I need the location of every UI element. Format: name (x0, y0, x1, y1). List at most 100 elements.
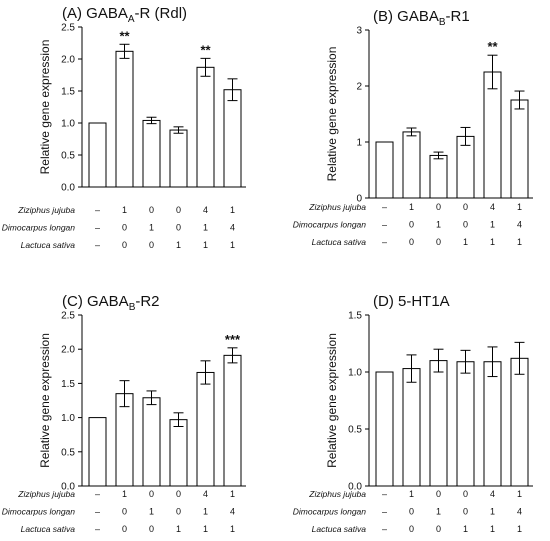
panel-title-main: (B) GABA (373, 8, 439, 25)
condition-value: 4 (490, 489, 495, 499)
condition-value: 0 (463, 220, 468, 230)
panel-title-subscript: B (129, 302, 136, 313)
condition-label: Ziziphus jujuba (308, 202, 366, 212)
condition-value: 1 (203, 524, 208, 534)
panel-title-suffix: -R2 (135, 293, 159, 310)
condition-value: 0 (122, 507, 127, 517)
condition-value: – (382, 489, 387, 499)
y-tick-label: 3 (356, 26, 362, 37)
condition-value: 0 (122, 524, 127, 534)
bar (402, 131, 421, 199)
condition-value: – (95, 205, 100, 215)
condition-value: 4 (230, 223, 235, 233)
condition-value: 0 (463, 489, 468, 499)
condition-value: 1 (203, 223, 208, 233)
condition-value: 1 (149, 507, 154, 517)
condition-value: 0 (149, 489, 154, 499)
condition-value: 1 (517, 202, 522, 212)
bar (483, 361, 502, 487)
y-tick-label: 0.0 (61, 183, 75, 194)
condition-value: 0 (149, 205, 154, 215)
bar (142, 119, 161, 188)
condition-value: – (95, 507, 100, 517)
condition-value: 4 (517, 507, 522, 517)
bar (142, 397, 161, 487)
condition-value: 1 (176, 240, 181, 250)
condition-value: 0 (176, 205, 181, 215)
condition-label: Ziziphus jujuba (17, 489, 75, 499)
panel-title: (D) 5-HT1A (373, 293, 450, 310)
condition-label: Dimocarpus longan (2, 223, 76, 233)
y-tick-label: 0.5 (61, 447, 75, 458)
bar (223, 354, 242, 487)
chart-panel-4: (D) 5-HT1A Relative gene expression 0.0 0.5… (293, 293, 533, 534)
condition-label: Dimocarpus longan (293, 507, 367, 517)
bar (429, 360, 448, 487)
condition-value: 0 (436, 489, 441, 499)
chart-panel-3: (C) GABAB-R2 Relative gene expression 0.0 0… (2, 293, 246, 534)
condition-value: 1 (490, 220, 495, 230)
condition-value: 0 (176, 489, 181, 499)
y-tick-label: 0.5 (61, 151, 75, 162)
bar (402, 368, 421, 487)
condition-value: 0 (122, 240, 127, 250)
condition-value: 1 (203, 507, 208, 517)
y-tick-label: 1.5 (61, 379, 75, 390)
condition-label: Lactuca sativa (21, 524, 76, 534)
condition-value: – (95, 489, 100, 499)
condition-value: – (95, 240, 100, 250)
condition-value: 1 (230, 240, 235, 250)
condition-value: 1 (230, 205, 235, 215)
condition-value: 0 (463, 507, 468, 517)
y-tick-label: 2.5 (61, 311, 75, 322)
condition-value: 0 (409, 524, 414, 534)
y-tick-label: 1.0 (61, 119, 75, 130)
y-tick-label: 2.0 (61, 55, 75, 66)
condition-value: 1 (490, 237, 495, 247)
y-tick-label: 1 (356, 138, 362, 149)
bar (196, 371, 215, 487)
significance-marker: *** (225, 332, 241, 347)
condition-value: 0 (436, 202, 441, 212)
condition-value: 4 (203, 489, 208, 499)
condition-value: – (382, 220, 387, 230)
bar (169, 129, 188, 188)
condition-value: 0 (149, 524, 154, 534)
condition-value: – (382, 202, 387, 212)
panel-title: (C) GABAB-R2 (62, 293, 160, 313)
bar (510, 99, 529, 199)
bar (456, 361, 475, 487)
y-tick-label: 0.0 (61, 482, 75, 493)
condition-value: 4 (490, 202, 495, 212)
y-tick-label: 1.0 (61, 413, 75, 424)
bar (510, 357, 529, 487)
y-tick-label: 1.5 (61, 87, 75, 98)
panel-title-subscript: A (128, 14, 135, 25)
condition-value: 4 (203, 205, 208, 215)
condition-label: Ziziphus jujuba (308, 489, 366, 499)
condition-value: 1 (122, 205, 127, 215)
condition-value: 1 (122, 489, 127, 499)
panel-title-main: (C) GABA (62, 293, 129, 310)
panel-title-main: (D) 5-HT1A (373, 293, 450, 310)
bar (375, 141, 394, 199)
y-tick-label: 0 (356, 194, 362, 205)
condition-value: 1 (517, 489, 522, 499)
condition-value: 0 (436, 524, 441, 534)
condition-value: 1 (517, 524, 522, 534)
condition-value: 0 (176, 507, 181, 517)
condition-label: Lactuca sativa (21, 240, 76, 250)
significance-marker: ** (119, 28, 130, 43)
bar (375, 371, 394, 487)
condition-label: Lactuca sativa (312, 237, 367, 247)
condition-value: 1 (203, 240, 208, 250)
y-axis-label: Relative gene expression (38, 40, 52, 175)
bar (115, 393, 134, 487)
condition-value: – (95, 524, 100, 534)
condition-value: 1 (230, 524, 235, 534)
condition-value: 1 (463, 237, 468, 247)
condition-label: Dimocarpus longan (2, 507, 76, 517)
condition-value: 1 (517, 237, 522, 247)
